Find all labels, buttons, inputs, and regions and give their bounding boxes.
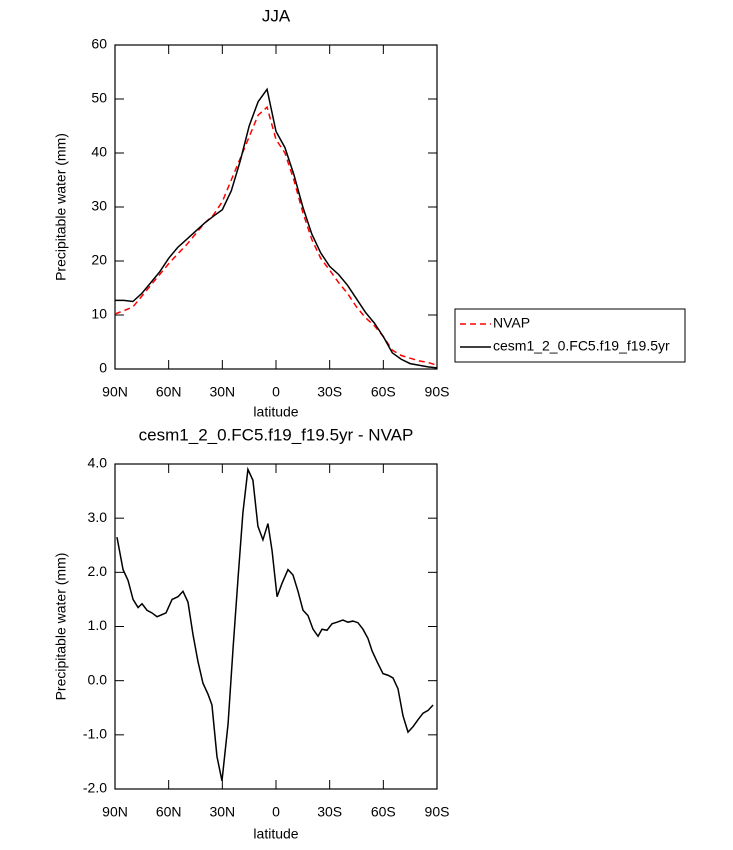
x-axis-label: latitude (253, 404, 298, 420)
x-tick-label: 60N (156, 384, 182, 400)
x-tick-label: 0 (272, 384, 280, 400)
y-tick-label: 50 (91, 90, 107, 106)
y-tick-label: 0.0 (88, 671, 108, 687)
x-tick-label: 60S (371, 804, 396, 820)
x-tick-label: 60N (156, 804, 182, 820)
x-tick-label: 90S (425, 384, 450, 400)
plot-frame (114, 44, 438, 370)
y-tick-label: -1.0 (83, 726, 107, 742)
data-line (115, 87, 438, 369)
chart-title: cesm1_2_0.FC5.f19_f19.5yr - NVAP (139, 425, 414, 444)
x-axis-label: latitude (253, 826, 298, 842)
y-tick-label: 0 (99, 360, 107, 376)
y-tick-label: 3.0 (88, 509, 108, 525)
y-axis-label: Precipitable water (mm) (53, 133, 69, 281)
y-tick-label: 1.0 (88, 617, 108, 633)
x-tick-label: 0 (272, 804, 280, 820)
y-tick-label: 4.0 (88, 455, 108, 471)
y-tick-label: -2.0 (83, 780, 107, 796)
legend-box (454, 308, 686, 363)
x-tick-label: 90N (102, 804, 128, 820)
legend-label: NVAP (493, 315, 530, 331)
y-tick-label: 40 (91, 144, 107, 160)
x-tick-label: 30S (317, 804, 342, 820)
chart-title: JJA (262, 6, 291, 25)
y-tick-label: 20 (91, 252, 107, 268)
x-tick-label: 30S (317, 384, 342, 400)
x-tick-label: 90N (102, 384, 128, 400)
data-line (116, 466, 434, 782)
y-tick-label: 60 (91, 36, 107, 52)
x-tick-label: 30N (209, 804, 235, 820)
plot-frame (114, 463, 438, 790)
y-tick-label: 10 (91, 306, 107, 322)
x-tick-label: 90S (425, 804, 450, 820)
x-tick-label: 30N (209, 384, 235, 400)
y-tick-label: 30 (91, 198, 107, 214)
y-axis-label: Precipitable water (mm) (53, 553, 69, 701)
x-tick-label: 60S (371, 384, 396, 400)
y-tick-label: 2.0 (88, 563, 108, 579)
data-line (114, 105, 438, 366)
legend-label: cesm1_2_0.FC5.f19_f19.5yr (493, 338, 670, 354)
